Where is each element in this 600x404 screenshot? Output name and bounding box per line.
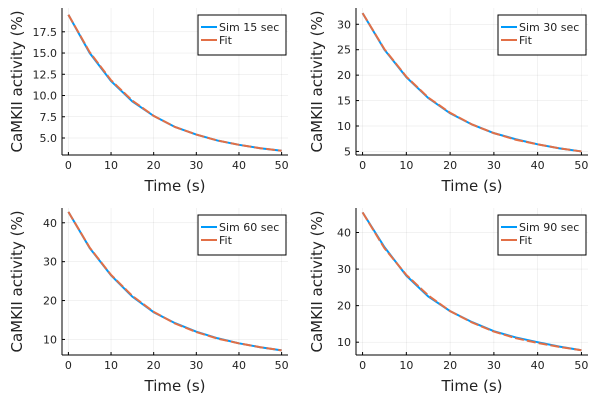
x-tick-label: 30: [487, 359, 501, 372]
legend-box: [197, 214, 287, 256]
y-tick-label: 10: [337, 336, 351, 349]
y-tick-label: 15: [337, 95, 351, 108]
y-tick-label: 12.5: [33, 68, 58, 81]
x-axis-label: Time (s): [441, 177, 503, 195]
y-axis-label: CaMKII activity (%): [308, 210, 326, 352]
x-tick-label: 20: [443, 359, 457, 372]
y-axis-label: CaMKII activity (%): [8, 210, 26, 352]
x-tick-label: 0: [359, 159, 366, 172]
y-tick-label: 10.0: [33, 90, 58, 103]
x-tick-label: 50: [275, 359, 289, 372]
subplot-2: 0 10 20 30 40 50 5 10 15 20 25 30 Time (s) CaMKII act…: [308, 8, 588, 195]
series-line-fit: [361, 12, 582, 153]
legend-label: Sim 90 sec: [519, 221, 579, 234]
x-tick-label: 40: [232, 159, 246, 172]
y-tick-label: 30: [337, 18, 351, 31]
x-tick-label: 0: [65, 359, 72, 372]
y-tick-label: 5.0: [40, 132, 58, 145]
series-line-fit: [67, 14, 282, 152]
x-tick-label: 50: [574, 159, 588, 172]
x-tick-label: 10: [399, 159, 413, 172]
y-tick-label: 20: [337, 300, 351, 313]
x-tick-label: 30: [189, 359, 203, 372]
y-tick-label: 20: [337, 69, 351, 82]
x-tick-label: 10: [104, 359, 118, 372]
y-tick-label: 15.0: [33, 47, 58, 60]
x-axis-label: Time (s): [441, 377, 503, 395]
x-tick-label: 0: [65, 159, 72, 172]
y-tick-label: 25: [337, 44, 351, 57]
x-tick-label: 10: [104, 159, 118, 172]
x-tick-label: 50: [574, 359, 588, 372]
x-tick-label: 40: [531, 359, 545, 372]
y-tick-label: 10: [337, 120, 351, 133]
x-tick-label: 20: [443, 159, 457, 172]
legend-box: [197, 14, 287, 56]
y-tick-label: 40: [43, 217, 57, 230]
y-tick-label: 30: [337, 263, 351, 276]
x-axis-label: Time (s): [144, 177, 206, 195]
y-axis-label: CaMKII activity (%): [308, 10, 326, 152]
x-tick-label: 20: [147, 159, 161, 172]
legend-box: [497, 14, 587, 56]
y-tick-label: 10: [43, 333, 57, 346]
y-tick-label: 5: [344, 145, 351, 158]
legend-label: Sim 30 sec: [519, 21, 579, 34]
subplot-4: 0 10 20 30 40 50 10 20 30 40 Time (s) CaMKII activi…: [308, 208, 588, 395]
x-tick-label: 30: [487, 159, 501, 172]
subplot-1: 0 10 20 30 40 50 5.0 7.5 10.0 12.5 15.0 17.5 Time (s…: [8, 8, 289, 195]
y-tick-label: 40: [337, 227, 351, 240]
legend-label: Fit: [219, 34, 233, 47]
x-tick-label: 40: [232, 359, 246, 372]
legend-label: Fit: [519, 34, 533, 47]
y-axis-label: CaMKII activity (%): [8, 10, 26, 152]
subplot-3: 0 10 20 30 40 50 10 20 30 40 Time (s) CaMKII activi…: [8, 208, 289, 395]
legend-box: [497, 214, 587, 256]
legend-label: Fit: [219, 234, 233, 247]
y-tick-label: 20: [43, 295, 57, 308]
series-line-fit: [361, 211, 582, 352]
x-tick-label: 40: [531, 159, 545, 172]
series-line-fit: [67, 211, 282, 352]
legend-label: Sim 15 sec: [219, 21, 279, 34]
x-tick-label: 0: [359, 359, 366, 372]
y-tick-label: 7.5: [40, 111, 58, 124]
x-tick-label: 20: [147, 359, 161, 372]
y-tick-label: 17.5: [33, 26, 58, 39]
legend-label: Sim 60 sec: [219, 221, 279, 234]
x-axis-label: Time (s): [144, 377, 206, 395]
x-tick-label: 10: [399, 359, 413, 372]
legend-label: Fit: [519, 234, 533, 247]
x-tick-label: 50: [275, 159, 289, 172]
y-tick-label: 30: [43, 256, 57, 269]
x-tick-label: 30: [189, 159, 203, 172]
